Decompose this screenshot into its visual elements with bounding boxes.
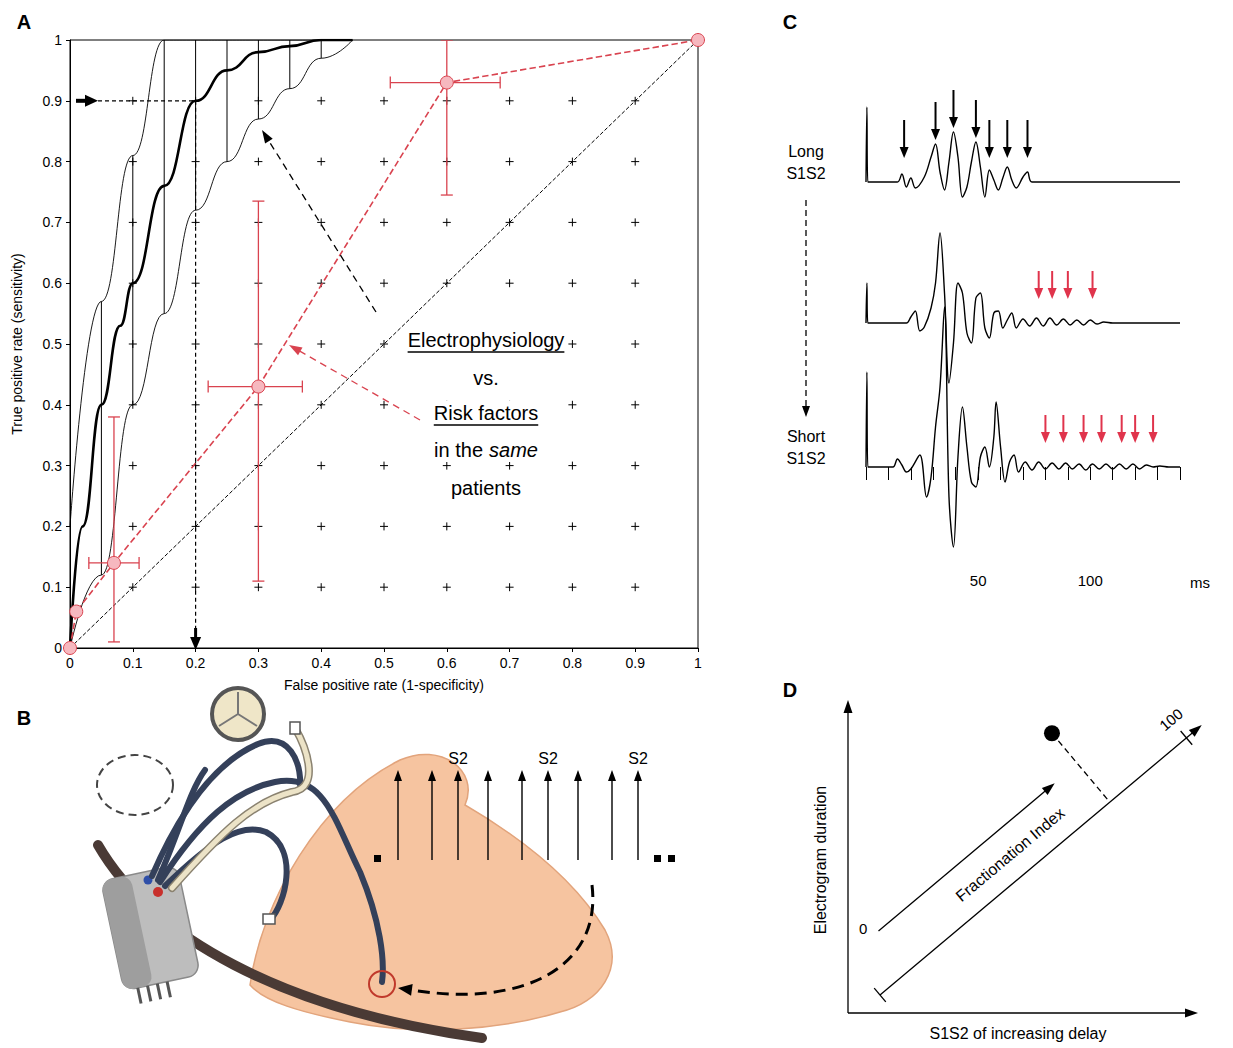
svg-text:Electrophysiology: Electrophysiology xyxy=(408,329,565,351)
svg-text:Long: Long xyxy=(788,143,824,160)
svg-text:False positive rate (1-specifi: False positive rate (1-specificity) xyxy=(284,677,484,693)
svg-text:100: 100 xyxy=(1078,572,1103,589)
svg-text:0.1: 0.1 xyxy=(43,579,63,595)
svg-text:ms: ms xyxy=(1190,574,1210,591)
svg-text:0.6: 0.6 xyxy=(437,655,457,671)
svg-text:0.5: 0.5 xyxy=(374,655,394,671)
svg-text:True positive rate (sensitivit: True positive rate (sensitivity) xyxy=(9,253,25,435)
svg-text:S1S2: S1S2 xyxy=(786,165,825,182)
svg-text:0.1: 0.1 xyxy=(123,655,143,671)
svg-text:0.4: 0.4 xyxy=(311,655,331,671)
svg-text:vs.: vs. xyxy=(473,367,499,389)
svg-text:S2: S2 xyxy=(538,750,558,767)
svg-text:0.7: 0.7 xyxy=(500,655,520,671)
svg-text:50: 50 xyxy=(970,572,987,589)
svg-text:0.5: 0.5 xyxy=(43,336,63,352)
svg-text:S2: S2 xyxy=(628,750,648,767)
svg-text:S1S2 of increasing delay: S1S2 of increasing delay xyxy=(930,1025,1107,1042)
svg-text:0.8: 0.8 xyxy=(563,655,583,671)
svg-text:S2: S2 xyxy=(448,750,468,767)
svg-text:0.6: 0.6 xyxy=(43,275,63,291)
svg-text:D: D xyxy=(783,679,797,701)
svg-text:1: 1 xyxy=(54,32,62,48)
svg-text:Fractionation Index: Fractionation Index xyxy=(953,804,1068,904)
svg-text:0.3: 0.3 xyxy=(43,458,63,474)
svg-text:in the: in the xyxy=(434,439,483,461)
svg-text:B: B xyxy=(17,707,31,729)
svg-text:0.2: 0.2 xyxy=(43,518,63,534)
svg-text:0.9: 0.9 xyxy=(625,655,645,671)
svg-text:C: C xyxy=(783,11,797,33)
svg-text:0: 0 xyxy=(66,655,74,671)
svg-text:0.9: 0.9 xyxy=(43,93,63,109)
svg-text:S1S2: S1S2 xyxy=(786,450,825,467)
svg-text:0.3: 0.3 xyxy=(249,655,269,671)
svg-text:Electrogram duration: Electrogram duration xyxy=(812,786,829,935)
svg-text:0: 0 xyxy=(54,640,62,656)
svg-text:patients: patients xyxy=(451,477,521,499)
svg-text:100: 100 xyxy=(1156,705,1186,734)
svg-text:0.7: 0.7 xyxy=(43,214,63,230)
svg-text:Risk factors: Risk factors xyxy=(434,402,538,424)
svg-text:0.2: 0.2 xyxy=(186,655,206,671)
svg-text:A: A xyxy=(17,11,31,33)
svg-text:0.8: 0.8 xyxy=(43,154,63,170)
svg-text:0.4: 0.4 xyxy=(43,397,63,413)
svg-text:0: 0 xyxy=(859,920,867,937)
svg-text:1: 1 xyxy=(694,655,702,671)
svg-text:Short: Short xyxy=(787,428,826,445)
svg-text:same: same xyxy=(489,439,538,461)
